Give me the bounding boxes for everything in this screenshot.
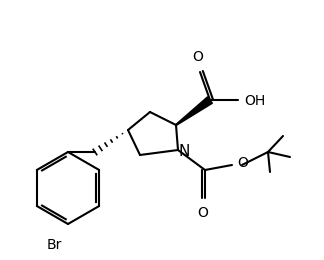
Text: O: O	[237, 156, 248, 170]
Text: OH: OH	[244, 94, 265, 108]
Text: O: O	[192, 50, 203, 64]
Text: O: O	[198, 206, 208, 220]
Polygon shape	[176, 97, 212, 125]
Text: Br: Br	[46, 238, 62, 252]
Text: N: N	[178, 144, 190, 159]
